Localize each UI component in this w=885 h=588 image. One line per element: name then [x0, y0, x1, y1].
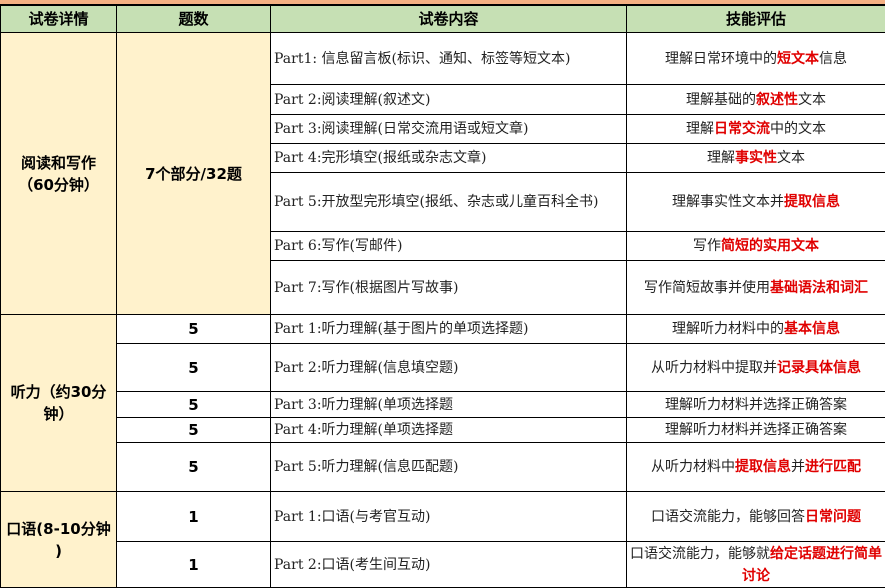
highlighted-text: 叙述性 — [756, 92, 798, 108]
skill-text: 理解听力材料中的 — [672, 321, 784, 337]
skill-assessment: 理解日常环境中的短文本信息 — [627, 33, 885, 85]
skill-assessment: 写作简短的实用文本 — [627, 232, 885, 261]
exam-content: Part 1:听力理解(基于图片的单项选择题) — [271, 315, 627, 344]
skill-text: 写作简短故事并使用 — [644, 280, 770, 296]
skill-assessment: 理解日常交流中的文本 — [627, 115, 885, 144]
skill-text: 理解 — [707, 150, 735, 166]
exam-content: Part 2:听力理解(信息填空题) — [271, 344, 627, 392]
skill-text: 并 — [791, 459, 805, 475]
skill-text: 口语交流能力，能够就 — [630, 546, 770, 562]
skill-text: 理解听力材料并选择正确答案 — [665, 397, 847, 413]
exam-content: Part 3:阅读理解(日常交流用语或短文章) — [271, 115, 627, 144]
skill-text: 理解听力材料并选择正确答案 — [665, 422, 847, 438]
skill-assessment: 口语交流能力，能够就给定话题进行简单讨论 — [627, 542, 885, 588]
header-skill-assessment: 技能评估 — [627, 6, 885, 33]
skill-assessment: 理解听力材料并选择正确答案 — [627, 392, 885, 418]
highlighted-text: 记录具体信息 — [777, 360, 861, 376]
skill-text: 中的文本 — [770, 121, 826, 137]
skill-assessment: 理解基础的叙述性文本 — [627, 85, 885, 115]
highlighted-text: 基础语法和词汇 — [770, 280, 868, 296]
question-count: 5 — [117, 315, 271, 344]
skill-text: 文本 — [777, 150, 805, 166]
skill-assessment: 理解事实性文本 — [627, 144, 885, 173]
skill-text: 写作 — [693, 238, 721, 254]
highlighted-text: 提取信息 — [735, 459, 791, 475]
exam-content: Part 4:听力理解(单项选择题 — [271, 418, 627, 443]
skill-text: 理解基础的 — [686, 92, 756, 108]
highlighted-text: 提取信息 — [784, 194, 840, 210]
question-count: 5 — [117, 392, 271, 418]
skill-text: 口语交流能力，能够回答 — [651, 509, 805, 525]
highlighted-text: 基本信息 — [784, 321, 840, 337]
exam-content: Part 5:开放型完形填空(报纸、杂志或儿童百科全书) — [271, 173, 627, 232]
skill-assessment: 口语交流能力，能够回答日常问题 — [627, 492, 885, 542]
section-name: 阅读和写作（60分钟） — [1, 33, 117, 315]
skill-text: 信息 — [819, 51, 847, 67]
skill-assessment: 写作简短故事并使用基础语法和词汇 — [627, 261, 885, 315]
question-count: 5 — [117, 344, 271, 392]
exam-content: Part 2:口语(考生间互动) — [271, 542, 627, 588]
skill-assessment: 从听力材料中提取并记录具体信息 — [627, 344, 885, 392]
highlighted-text: 简短的实用文本 — [721, 238, 819, 254]
question-count: 1 — [117, 492, 271, 542]
skill-text: 文本 — [798, 92, 826, 108]
skill-text: 从听力材料中提取并 — [651, 360, 777, 376]
question-count: 1 — [117, 542, 271, 588]
header-exam-content: 试卷内容 — [271, 6, 627, 33]
exam-content: Part 4:完形填空(报纸或杂志文章) — [271, 144, 627, 173]
question-count: 5 — [117, 443, 271, 492]
exam-content: Part1: 信息留言板(标识、通知、标签等短文本) — [271, 33, 627, 85]
exam-content: Part 2:阅读理解(叙述文) — [271, 85, 627, 115]
highlighted-text: 事实性 — [735, 150, 777, 166]
exam-content: Part 6:写作(写邮件) — [271, 232, 627, 261]
exam-content: Part 3:听力理解(单项选择题 — [271, 392, 627, 418]
skill-assessment: 理解事实性文本并提取信息 — [627, 173, 885, 232]
question-count: 5 — [117, 418, 271, 443]
skill-assessment: 理解听力材料中的基本信息 — [627, 315, 885, 344]
exam-content: Part 5:听力理解(信息匹配题) — [271, 443, 627, 492]
exam-content: Part 1:口语(与考官互动) — [271, 492, 627, 542]
highlighted-text: 日常交流 — [714, 121, 770, 137]
header-row: 试卷详情 题数 试卷内容 技能评估 — [1, 6, 885, 33]
highlighted-text: 日常问题 — [805, 509, 861, 525]
skill-text: 理解事实性文本并 — [672, 194, 784, 210]
header-exam-details: 试卷详情 — [1, 6, 117, 33]
skill-assessment: 从听力材料中提取信息并进行匹配 — [627, 443, 885, 492]
skill-text: 从听力材料中 — [651, 459, 735, 475]
skill-text: 理解日常环境中的 — [665, 51, 777, 67]
exam-content: Part 7:写作(根据图片写故事) — [271, 261, 627, 315]
section-name: 听力（约30分钟） — [1, 315, 117, 492]
highlighted-text: 短文本 — [777, 51, 819, 67]
section-name: 口语(8-10分钟 ) — [1, 492, 117, 588]
header-question-count: 题数 — [117, 6, 271, 33]
highlighted-text: 进行匹配 — [805, 459, 861, 475]
skill-text: 理解 — [686, 121, 714, 137]
question-count: 7个部分/32题 — [117, 33, 271, 315]
skill-assessment: 理解听力材料并选择正确答案 — [627, 418, 885, 443]
